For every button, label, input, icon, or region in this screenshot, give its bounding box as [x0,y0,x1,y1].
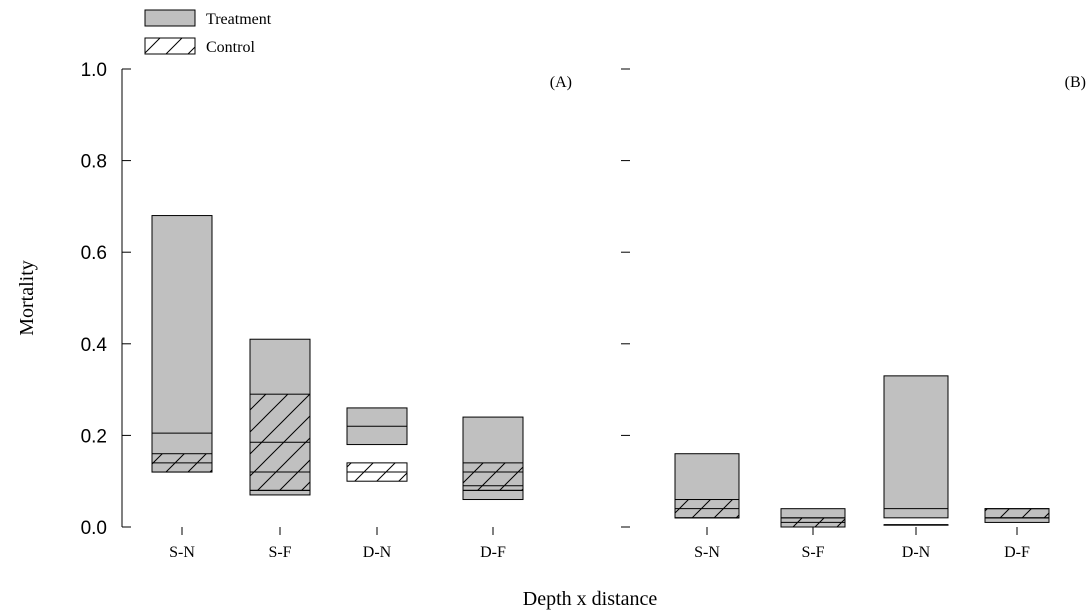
legend-swatch-treatment [144,9,196,27]
y-ticks: 0.0 0.2 0.4 0.6 0.8 1.0 [81,60,131,539]
y-tick-label: 1.0 [81,60,107,81]
panel-b: (B) S-N S-F D-N D-F [621,68,1086,561]
legend: Treatment Control [144,9,272,56]
y-tick-label: 0.8 [81,152,107,173]
x-tick-label-s-n: S-N [169,544,195,561]
x-tick-label-d-n: D-N [363,544,392,561]
y-tick-label: 0.4 [81,335,108,356]
y-tick-label: 0.0 [81,518,107,539]
x-tick-label-s-f: S-F [268,544,291,561]
panel-b-label: (B) [1065,74,1086,91]
x-tick-label-s-n: S-N [694,544,720,561]
y-axis: 0.0 0.2 0.4 0.6 0.8 1.0 Mortality [16,60,131,539]
x-tick-label-s-f: S-F [801,544,824,561]
panel-a-label: (A) [550,74,572,91]
treatment-box-d-n [883,375,949,519]
x-tick-label-d-n: D-N [902,544,931,561]
y-tick-label: 0.6 [81,243,107,264]
legend-label-control: Control [206,39,255,56]
panel-a: (A) S-N S-F D-N D-F [151,74,572,561]
legend-label-treatment: Treatment [206,11,272,28]
x-tick-label-d-f: D-F [480,544,506,561]
legend-swatch-control [144,37,196,55]
control-box-d-f [984,508,1050,519]
y-tick-label: 0.2 [81,426,107,447]
x-axis-label: Depth x distance [523,588,658,610]
y-axis-label: Mortality [16,260,38,336]
x-tick-label-d-f: D-F [1004,544,1030,561]
